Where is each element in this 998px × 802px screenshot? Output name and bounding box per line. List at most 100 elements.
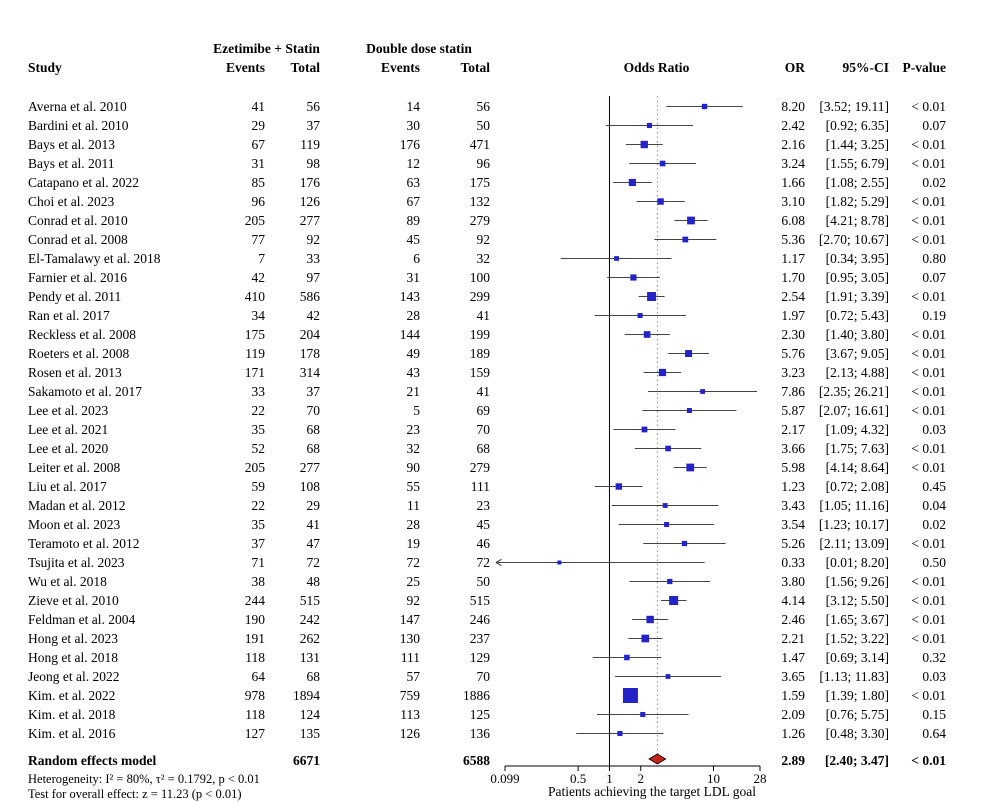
col-header-total2: Total [460, 60, 490, 75]
study-row: Conrad et al. 2008 77 92 45 92 5.36 [2.7… [28, 230, 998, 249]
plot-cell [490, 192, 775, 211]
ci-value: [2.11; 13.09] [819, 536, 889, 551]
plot-cell [490, 420, 775, 439]
plot-cell [490, 572, 775, 591]
control-total: 69 [476, 403, 491, 418]
treatment-total: 33 [306, 251, 321, 266]
p-value: < 0.01 [911, 441, 946, 456]
plot-cell [490, 306, 775, 325]
treatment-total: 48 [306, 574, 321, 589]
ci-value: [1.56; 9.26] [825, 574, 889, 589]
or-value: 2.17 [781, 422, 805, 437]
treatment-total: 68 [306, 422, 321, 437]
study-name: Kim. et al. 2016 [28, 726, 116, 741]
study-row: Jeong et al. 2022 64 68 57 70 3.65 [1.13… [28, 667, 998, 686]
study-name: Conrad et al. 2010 [28, 213, 128, 228]
ci-value: [1.09; 4.32] [825, 422, 889, 437]
study-name: Feldman et al. 2004 [28, 612, 136, 627]
group-header-row: Ezetimibe + Statin Double dose statin [28, 40, 998, 58]
control-total: 46 [476, 536, 491, 551]
control-events: 25 [406, 574, 421, 589]
treatment-group-header: Ezetimibe + Statin [213, 41, 320, 56]
or-value: 2.21 [781, 631, 805, 646]
control-total: 23 [476, 498, 491, 513]
treatment-events: 29 [251, 118, 266, 133]
plot-cell [490, 268, 775, 287]
or-value: 3.66 [781, 441, 805, 456]
study-name: Jeong et al. 2022 [28, 669, 120, 684]
ci-value: [1.05; 11.16] [819, 498, 889, 513]
study-name: Bays et al. 2013 [28, 137, 115, 152]
plot-cell [490, 249, 775, 268]
ci-value: [1.23; 10.17] [818, 517, 889, 532]
plot-cell [490, 610, 775, 629]
control-events: 143 [399, 289, 420, 304]
study-row: Tsujita et al. 2023 71 72 72 72 0.33 [0.… [28, 553, 998, 572]
p-value: 0.02 [922, 175, 946, 190]
treatment-total: 262 [299, 631, 320, 646]
treatment-total: 98 [306, 156, 321, 171]
treatment-events: 118 [245, 707, 265, 722]
study-row: Pendy et al. 2011 410 586 143 299 2.54 [… [28, 287, 998, 306]
or-value: 3.43 [781, 498, 805, 513]
overall-effect-note: Test for overall effect: z = 11.23 (p < … [28, 787, 242, 801]
study-row: Ran et al. 2017 34 42 28 41 1.97 [0.72; … [28, 306, 998, 325]
treatment-total: 204 [299, 327, 320, 342]
plot-cell [490, 116, 775, 135]
plot-cell [490, 154, 775, 173]
treatment-total: 41 [306, 517, 321, 532]
or-value: 3.24 [781, 156, 805, 171]
control-events: 90 [406, 460, 421, 475]
ci-value: [2.35; 26.21] [818, 384, 889, 399]
plot-cell [490, 344, 775, 363]
control-events: 21 [406, 384, 421, 399]
control-events: 63 [406, 175, 421, 190]
treatment-events: 52 [251, 441, 266, 456]
or-value: 1.70 [781, 270, 805, 285]
treatment-total: 131 [299, 650, 320, 665]
or-value: 1.97 [781, 308, 805, 323]
treatment-events: 38 [251, 574, 266, 589]
p-value: < 0.01 [911, 327, 946, 342]
or-value: 1.66 [781, 175, 805, 190]
summary-label: Random effects model [28, 753, 157, 768]
heterogeneity-note: Heterogeneity: I² = 80%, τ² = 0.1792, p … [28, 772, 260, 786]
ci-value: [1.82; 5.29] [825, 194, 889, 209]
plot-cell [490, 629, 775, 648]
ci-value: [0.48; 3.30] [825, 726, 889, 741]
treatment-events: 34 [251, 308, 266, 323]
study-name: Lee et al. 2023 [28, 403, 109, 418]
treatment-total: 56 [306, 99, 321, 114]
treatment-events: 41 [251, 99, 266, 114]
study-row: Choi et al. 2023 96 126 67 132 3.10 [1.8… [28, 192, 998, 211]
ci-value: [2.70; 10.67] [818, 232, 889, 247]
plot-cell [490, 325, 775, 344]
p-value: < 0.01 [911, 574, 946, 589]
control-events: 89 [406, 213, 421, 228]
study-row: Bardini et al. 2010 29 37 30 50 2.42 [0.… [28, 116, 998, 135]
treatment-events: 191 [244, 631, 265, 646]
or-value: 2.09 [781, 707, 805, 722]
treatment-events: 244 [244, 593, 265, 608]
control-total: 45 [476, 517, 491, 532]
ci-value: [1.13; 11.83] [819, 669, 889, 684]
or-value: 4.14 [781, 593, 805, 608]
study-row: Conrad et al. 2010 205 277 89 279 6.08 [… [28, 211, 998, 230]
plot-cell [490, 724, 775, 743]
ci-value: [0.72; 5.43] [825, 308, 889, 323]
or-value: 1.47 [781, 650, 805, 665]
treatment-events: 22 [251, 498, 266, 513]
or-value: 3.54 [781, 517, 805, 532]
control-total: 515 [469, 593, 490, 608]
study-row: Lee et al. 2023 22 70 5 69 5.87 [2.07; 1… [28, 401, 998, 420]
study-name: Liu et al. 2017 [28, 479, 107, 494]
p-value: < 0.01 [911, 137, 946, 152]
plot-cell [490, 553, 775, 572]
ci-value: [0.95; 3.05] [825, 270, 889, 285]
study-name: Zieve et al. 2010 [28, 593, 119, 608]
treatment-events: 119 [245, 346, 265, 361]
study-name: Pendy et al. 2011 [28, 289, 122, 304]
plot-cell [490, 458, 775, 477]
study-name: Sakamoto et al. 2017 [28, 384, 142, 399]
